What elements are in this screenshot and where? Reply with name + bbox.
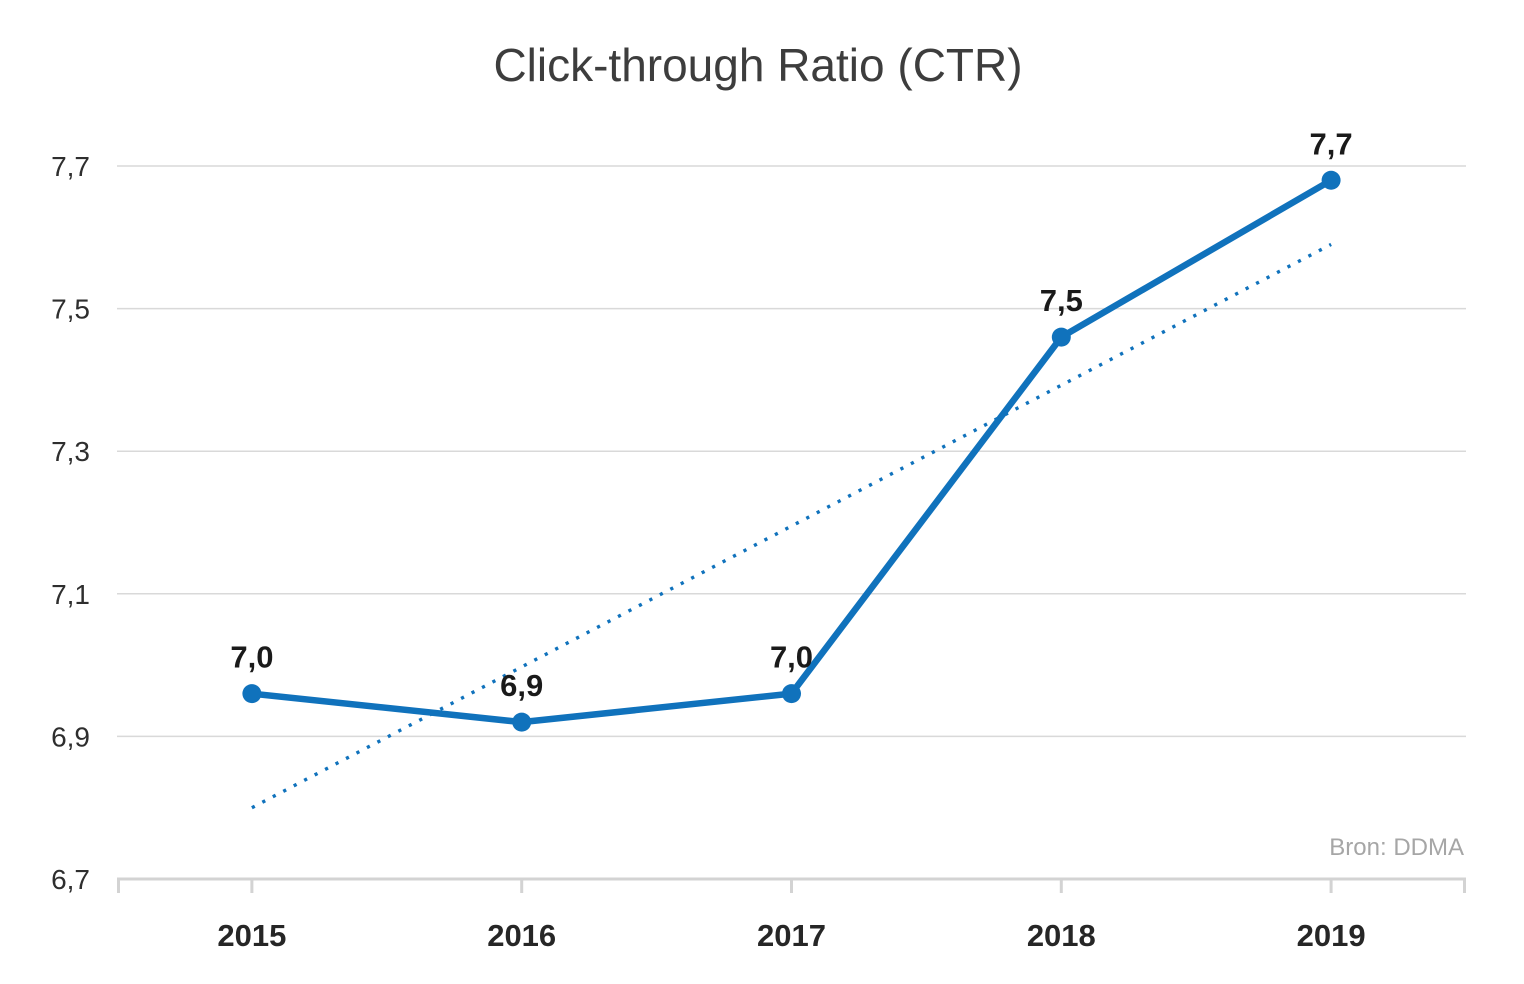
x-tick-label-2018: 2018 xyxy=(1027,918,1096,953)
y-tick-label: 7,7 xyxy=(51,151,90,182)
x-tick-label-2016: 2016 xyxy=(487,918,556,953)
source-caption: Bron: DDMA xyxy=(1329,834,1464,861)
y-tick-label: 7,3 xyxy=(51,436,90,467)
y-tick-label: 6,7 xyxy=(51,864,90,895)
data-point-2018 xyxy=(1051,327,1071,347)
x-axis-tick-labels: 2015 2016 2017 2018 2019 xyxy=(217,918,1365,953)
data-label-2019: 7,7 xyxy=(1310,126,1353,161)
x-axis xyxy=(117,877,1466,893)
trendline xyxy=(251,242,1332,810)
x-tick-label-2017: 2017 xyxy=(757,918,826,953)
gridlines xyxy=(117,165,1466,738)
data-label-2016: 6,9 xyxy=(500,668,543,703)
data-point-2015 xyxy=(242,684,262,704)
y-tick-label: 7,5 xyxy=(51,294,90,325)
data-label-2015: 7,0 xyxy=(230,640,273,675)
data-point-2017 xyxy=(782,684,801,704)
chart-title: Click-through Ratio (CTR) xyxy=(493,39,1022,91)
data-label-2017: 7,0 xyxy=(770,640,813,675)
data-point-labels: 7,0 6,9 7,0 7,5 7,7 xyxy=(230,126,1352,703)
data-point-2016 xyxy=(512,712,532,732)
trendline-path xyxy=(251,242,1332,810)
data-points xyxy=(242,170,1341,732)
x-tick-label-2015: 2015 xyxy=(217,918,286,953)
data-label-2018: 7,5 xyxy=(1040,283,1083,318)
x-tick-label-2019: 2019 xyxy=(1297,918,1366,953)
y-tick-label: 6,9 xyxy=(51,721,90,752)
y-axis-tick-labels: 6,7 6,9 7,1 7,3 7,5 7,7 xyxy=(51,151,90,895)
y-tick-label: 7,1 xyxy=(51,579,90,610)
data-point-2019 xyxy=(1321,170,1341,190)
